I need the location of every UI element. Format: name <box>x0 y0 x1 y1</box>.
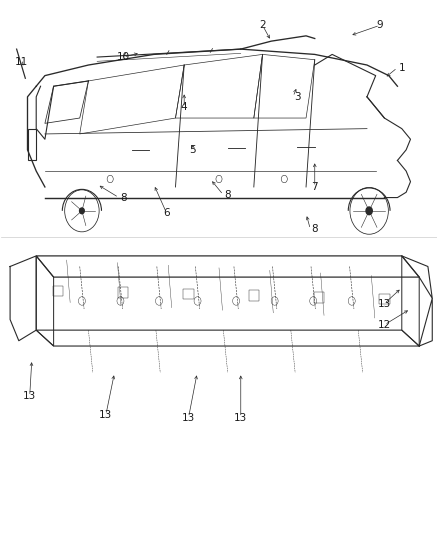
Text: 13: 13 <box>182 413 195 423</box>
Text: 12: 12 <box>378 320 391 330</box>
Text: 6: 6 <box>163 208 170 219</box>
Text: 4: 4 <box>181 102 187 112</box>
Text: 2: 2 <box>259 20 266 30</box>
Text: 13: 13 <box>99 410 113 420</box>
Text: 8: 8 <box>120 192 127 203</box>
Text: 5: 5 <box>190 145 196 155</box>
Text: 7: 7 <box>311 182 318 192</box>
Bar <box>314 292 324 303</box>
Text: 13: 13 <box>378 298 391 309</box>
Text: 13: 13 <box>23 391 36 401</box>
Text: 1: 1 <box>399 63 405 72</box>
Bar <box>184 289 194 300</box>
Bar <box>379 294 390 304</box>
Bar <box>118 287 128 298</box>
Text: 8: 8 <box>224 190 231 200</box>
Text: 3: 3 <box>294 92 300 102</box>
Bar <box>249 290 259 301</box>
Bar <box>53 286 63 296</box>
Text: 9: 9 <box>377 20 383 30</box>
Circle shape <box>366 207 372 215</box>
Circle shape <box>80 208 84 214</box>
Text: 11: 11 <box>14 58 28 67</box>
Text: 8: 8 <box>311 224 318 235</box>
Text: 13: 13 <box>234 413 247 423</box>
Text: 10: 10 <box>117 52 130 62</box>
